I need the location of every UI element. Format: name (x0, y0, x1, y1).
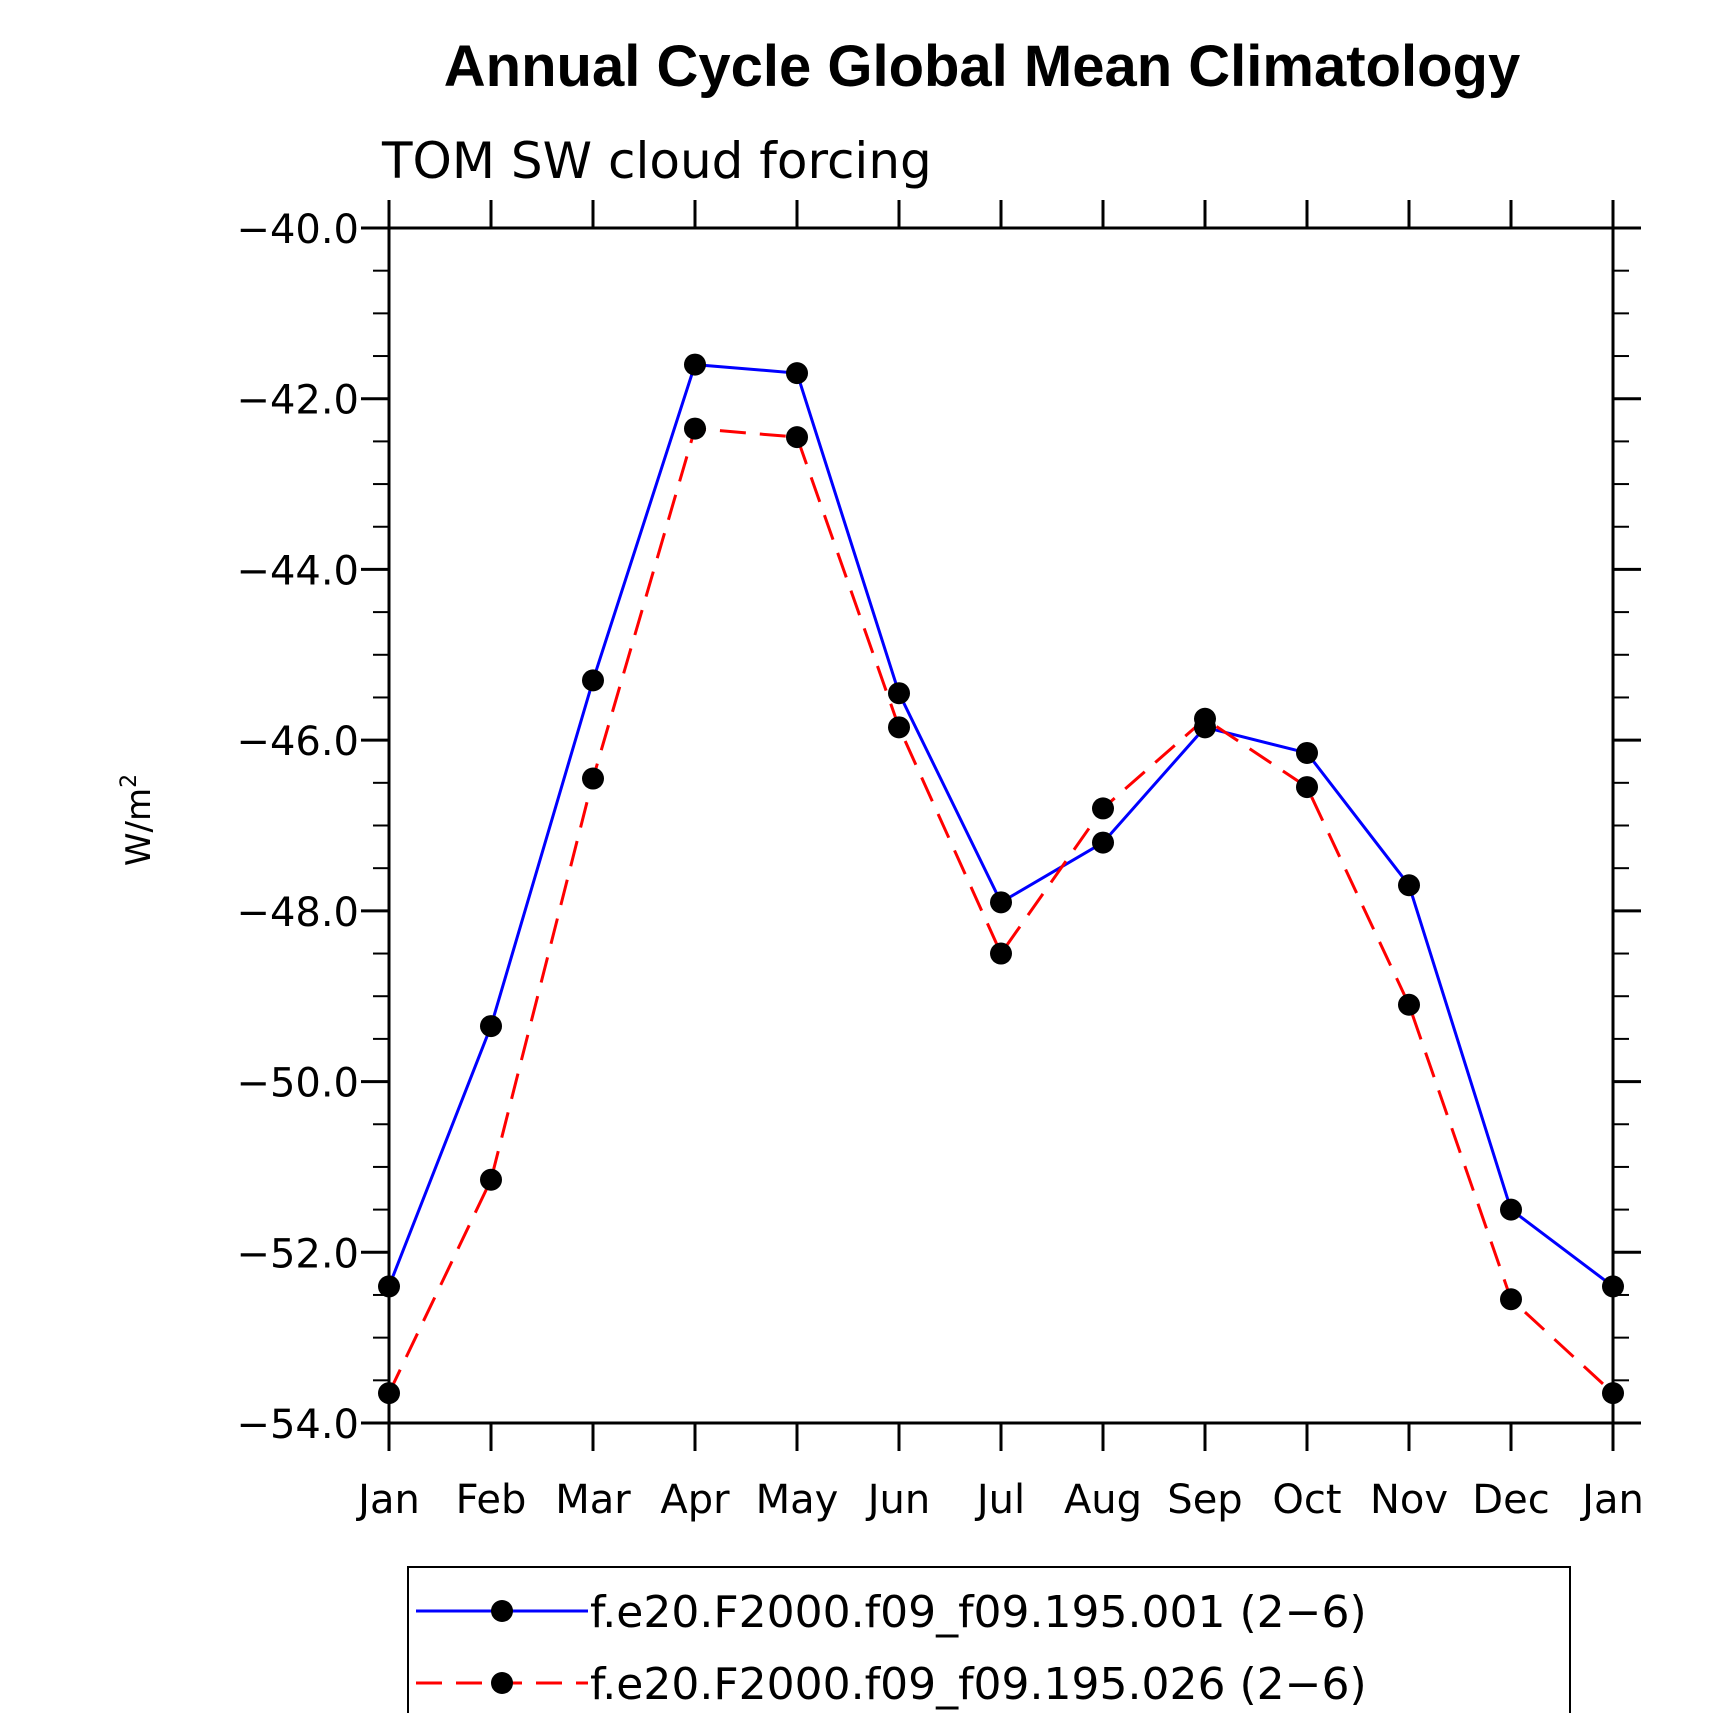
plot-frame (387, 226, 1615, 1425)
chart-subtitle: TOM SW cloud forcing (381, 132, 932, 190)
y-tick-label: −50.0 (236, 1061, 359, 1107)
y-tick-label: −48.0 (236, 890, 359, 936)
y-axis-label-superscript: 2 (117, 774, 142, 788)
series-2-point (1398, 993, 1420, 1016)
series-2-point (684, 417, 706, 440)
series-1-point (1602, 1275, 1624, 1298)
x-tick-label: Jan (355, 1477, 420, 1523)
x-tick-label: Nov (1370, 1477, 1448, 1523)
y-tick-label: −40.0 (236, 207, 359, 253)
legend-marker-1 (491, 1600, 513, 1622)
y-tick-label: −52.0 (236, 1231, 359, 1277)
legend: f.e20.F2000.f09_f09.195.001 (2−6) f.e20.F… (407, 1566, 1571, 1713)
series-2-point (1602, 1382, 1624, 1405)
y-tick-label: −44.0 (236, 548, 359, 594)
y-tick-label: −54.0 (236, 1402, 359, 1448)
plot-area: Jan Feb Mar Apr May Jun Jul Aug Sep Oct Nov Dec Jan −… (236, 200, 1644, 1523)
x-tick-label: Jul (974, 1477, 1025, 1523)
series-1-point (684, 353, 706, 376)
x-tick-label: Feb (456, 1477, 527, 1523)
series-2-point (1500, 1288, 1522, 1311)
series-2-point (582, 767, 604, 790)
legend-box (407, 1566, 1571, 1713)
series-2-point (1296, 776, 1318, 799)
series-2-point (378, 1382, 400, 1405)
y-tick-label: −42.0 (236, 378, 359, 424)
x-tick-label: May (756, 1477, 839, 1523)
x-tick-label: Dec (1472, 1477, 1549, 1523)
y-axis-label-text: W/m (119, 788, 159, 866)
legend-marker-2 (491, 1672, 513, 1694)
y-tick-label: −46.0 (236, 719, 359, 765)
series-line-1 (387, 362, 1614, 1288)
legend-label-1: f.e20.F2000.f09_f09.195.001 (2−6) (590, 1587, 1367, 1638)
series-1-point (888, 682, 910, 705)
chart-title: Annual Cycle Global Mean Climatology (444, 34, 1520, 99)
x-tick-label: Jan (1579, 1477, 1644, 1523)
series-2-point (888, 716, 910, 739)
series-1-point (378, 1275, 400, 1298)
x-tick-label: Oct (1272, 1477, 1341, 1523)
x-tick-label: Sep (1167, 1477, 1242, 1523)
y-axis-label: W/m2 (117, 774, 159, 866)
series-1-point (1296, 741, 1318, 764)
series-1-point (1092, 831, 1114, 854)
series-2-point (786, 426, 808, 449)
series-2-point (1092, 797, 1114, 820)
series-2-point (990, 942, 1012, 965)
series-1-point (480, 1015, 502, 1038)
series-2-point (480, 1168, 502, 1191)
series-1-point (786, 362, 808, 385)
series-1-point (990, 891, 1012, 914)
series-2-point (1194, 707, 1216, 730)
series-1-point (1398, 874, 1420, 897)
x-tick-label: Jun (865, 1477, 931, 1523)
x-tick-label: Apr (660, 1477, 730, 1523)
x-tick-label: Aug (1064, 1477, 1142, 1523)
series-1-point (1500, 1198, 1522, 1221)
x-tick-label: Mar (555, 1477, 631, 1523)
legend-label-2: f.e20.F2000.f09_f09.195.026 (2−6) (590, 1659, 1367, 1710)
series-1-point (582, 669, 604, 692)
